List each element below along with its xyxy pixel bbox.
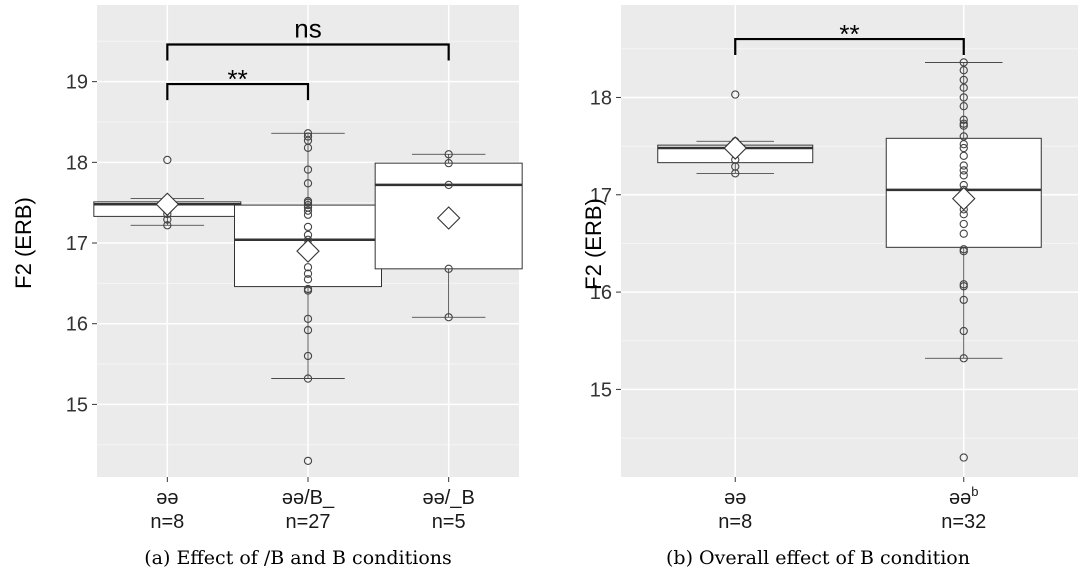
significance-bracket	[166, 82, 310, 101]
y-tick-label: 19	[66, 72, 88, 94]
data-point	[303, 456, 313, 466]
x-tick-label: əəb	[949, 484, 978, 509]
significance-bracket	[734, 37, 965, 56]
y-tick-label: 16	[590, 282, 612, 304]
data-point	[444, 264, 453, 273]
data-point	[303, 143, 313, 152]
data-point	[959, 58, 968, 67]
data-point	[303, 200, 313, 210]
data-point	[959, 326, 968, 336]
data-point	[444, 158, 453, 168]
data-point	[444, 313, 453, 322]
y-axis-title: F2 (ERB)	[11, 197, 36, 289]
data-point	[959, 354, 968, 363]
data-point	[444, 180, 453, 190]
data-point	[959, 453, 968, 462]
data-point	[303, 198, 313, 207]
y-tick-label: 18	[590, 87, 612, 109]
mean-marker	[155, 192, 180, 217]
y-tick-label: 18	[66, 152, 88, 174]
mean-marker	[723, 136, 748, 160]
data-point	[303, 222, 313, 232]
x-tick-label: əə/_B	[423, 487, 475, 509]
data-point	[303, 275, 313, 284]
data-point	[303, 374, 313, 383]
data-point	[959, 210, 968, 219]
caption-b: (b) Overall effect of B condition	[666, 547, 970, 569]
panel-a: 15 16 17 18 19 F2 (ERB) əən=8 əə/B_n=27 əə/_Bn=5…	[11, 5, 523, 533]
x-tick-count-label: n=32	[941, 511, 986, 533]
data-point	[303, 132, 313, 141]
data-point	[959, 93, 968, 102]
significance-label: ns	[294, 14, 321, 44]
caption-a: (a) Effect of /B and B conditions	[144, 547, 452, 569]
x-tick-label: əə/B_	[282, 487, 335, 509]
y-axis-title: F2 (ERB)	[581, 198, 606, 290]
data-point	[303, 179, 313, 188]
data-point	[959, 143, 968, 153]
data-point	[303, 210, 313, 219]
y-tick-label: 16	[66, 314, 88, 336]
data-point	[303, 314, 313, 324]
data-point	[303, 351, 313, 361]
data-point	[959, 102, 968, 111]
data-point	[959, 229, 968, 238]
mean-marker	[296, 239, 320, 263]
data-point	[959, 151, 968, 160]
data-point	[731, 90, 740, 99]
data-point	[303, 263, 313, 272]
y-tick-label: 15	[590, 379, 612, 401]
significance-label: **	[228, 64, 248, 94]
data-point	[731, 169, 740, 178]
y-tick-label: 17	[590, 185, 612, 207]
x-tick-label-superscript: b	[971, 484, 978, 499]
x-tick-count-label: n=8	[150, 511, 184, 533]
data-point	[444, 150, 453, 159]
x-tick-count-label: n=27	[285, 511, 330, 533]
x-tick-count-label: n=8	[718, 511, 752, 533]
data-point	[959, 219, 968, 229]
x-tick-label: əə	[156, 487, 178, 509]
data-point	[959, 140, 968, 149]
mean-marker	[436, 206, 461, 230]
data-point	[303, 286, 313, 295]
data-point	[959, 282, 968, 291]
significance-bracket	[166, 43, 450, 61]
data-point	[163, 155, 172, 165]
data-point	[959, 171, 968, 180]
data-point	[959, 75, 968, 85]
data-point	[959, 83, 968, 92]
data-point	[959, 295, 968, 305]
data-point	[959, 161, 968, 170]
data-point	[303, 326, 313, 335]
data-point	[303, 269, 313, 278]
data-point	[959, 66, 968, 75]
data-point	[303, 206, 313, 215]
x-tick-label: əə	[724, 487, 746, 509]
mean-marker	[951, 186, 976, 211]
data-point	[959, 121, 968, 130]
significance-label: **	[839, 19, 859, 49]
data-point	[959, 115, 968, 124]
data-point	[163, 221, 172, 230]
x-tick-count-label: n=5	[432, 511, 466, 533]
data-point	[959, 247, 968, 256]
data-point	[959, 166, 968, 175]
y-tick-label: 15	[66, 394, 88, 416]
data-point	[303, 230, 313, 240]
y-tick-label: 17	[66, 233, 88, 255]
data-point	[303, 165, 313, 174]
data-point	[959, 132, 968, 141]
